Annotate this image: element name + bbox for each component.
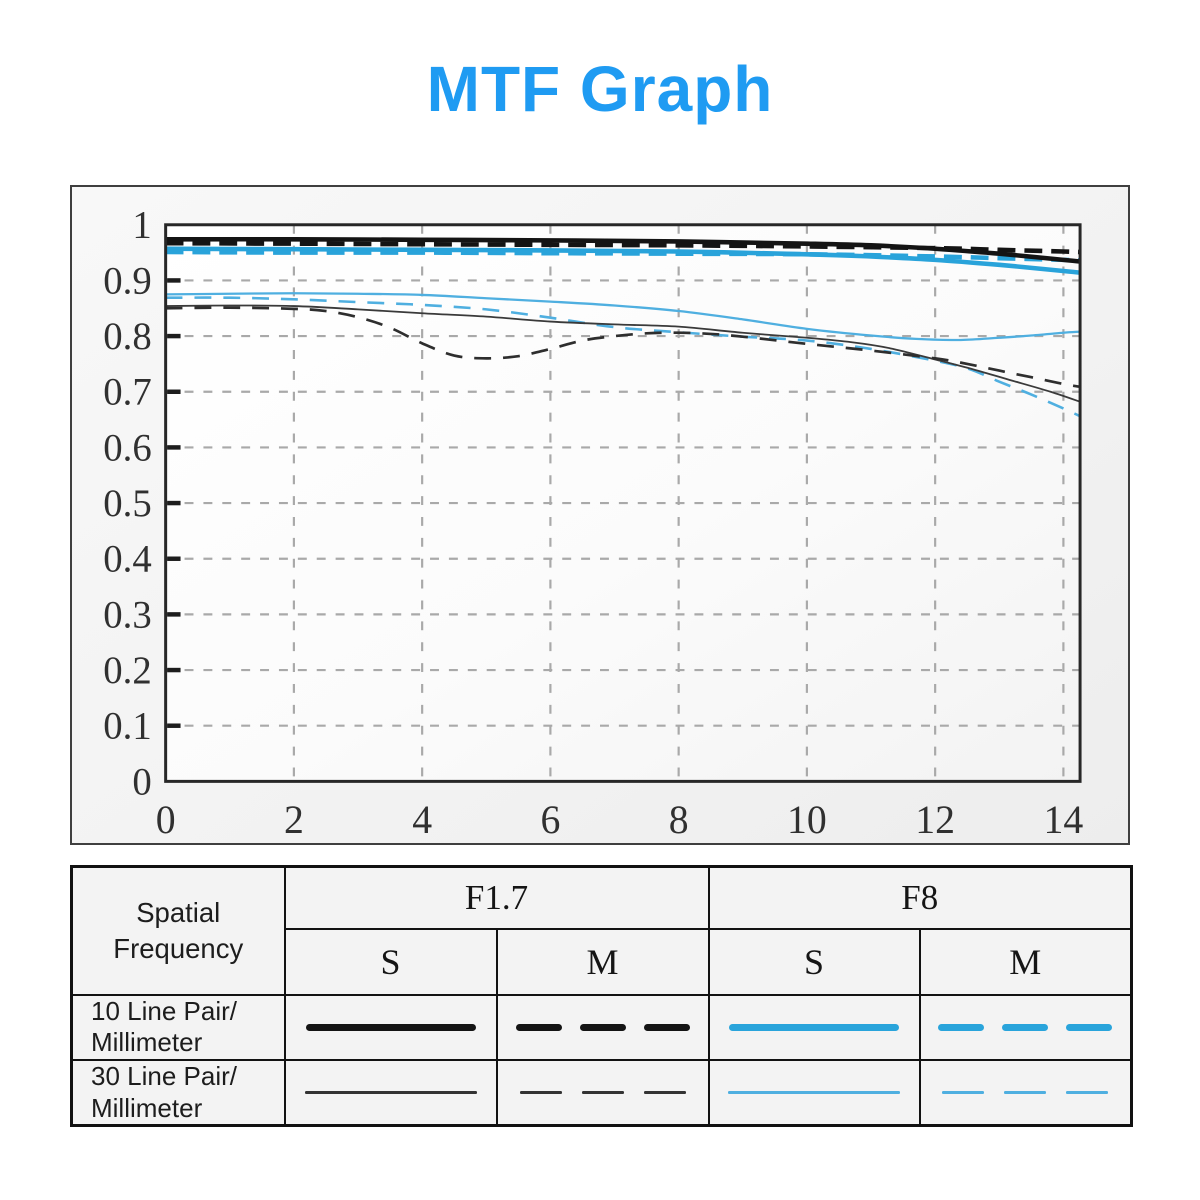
legend-corner-label: Spatial Frequency (70, 865, 286, 996)
x-tick-label: 14 (1044, 798, 1084, 842)
x-tick-label: 12 (915, 798, 955, 842)
legend-line-f8-m-10lp (921, 1023, 1131, 1031)
legend-line-f17-m-10lp (498, 1023, 708, 1031)
y-tick-label: 0.5 (103, 482, 151, 525)
legend-sub-f17-s: S (283, 927, 498, 996)
y-tick-label: 0.4 (103, 538, 151, 581)
legend-line-segment (305, 1023, 476, 1031)
legend-line-f8-s-30lp (710, 1091, 919, 1094)
y-tick-label: 0.2 (103, 649, 151, 692)
curve-f8-m-10lp (165, 249, 1081, 263)
legend-line-segment (938, 1023, 985, 1031)
legend-line-segment (942, 1091, 985, 1094)
y-tick-label: 0.1 (103, 705, 151, 748)
legend-line-segment (643, 1091, 686, 1094)
legend-table: Spatial Frequency F1.7 F8 S M S M 10 Lin… (70, 865, 1133, 1128)
legend-line-f17-s-30lp (286, 1091, 496, 1094)
mtf-chart-panel: 1 0.9 0.8 0.7 0.6 0.5 0.4 0.3 0.2 0.1 0 0 2 4 6 8 10 12 14 (70, 185, 1130, 845)
mtf-chart: 1 0.9 0.8 0.7 0.6 0.5 0.4 0.3 0.2 0.1 00 2 4 6 8 10 12 14 (103, 204, 1084, 842)
legend-line-segment (1002, 1023, 1049, 1031)
page-title: MTF Graph (426, 53, 774, 125)
x-tick-label: 10 (787, 798, 827, 842)
legend-group-f1-7: F1.7 (283, 865, 710, 930)
plot-frame (164, 223, 1082, 783)
curve-f1.7-s-30lp (165, 304, 1081, 403)
legend-line-segment (1004, 1091, 1047, 1094)
y-tick-label: 0.3 (103, 593, 151, 636)
x-tick-label: 0 (156, 798, 176, 842)
legend-line-segment (519, 1091, 562, 1094)
y-tick-label: 0.9 (103, 259, 151, 302)
legend-line-segment (579, 1023, 626, 1031)
legend-line-f17-s-10lp (286, 1023, 496, 1031)
legend-line-f8-s-10lp (710, 1023, 919, 1031)
legend-row-label-10lp: 10 Line Pair/ Millimeter (70, 993, 286, 1061)
curve-f1.7-m-10lp (165, 240, 1081, 255)
legend-group-f8: F8 (707, 865, 1133, 930)
legend-line-segment (643, 1023, 690, 1031)
legend-sub-f17-m: M (495, 927, 710, 996)
x-tick-label: 2 (284, 798, 304, 842)
legend-sub-f8-s: S (707, 927, 921, 996)
y-tick-label: 0.7 (103, 371, 151, 414)
y-tick-label: 0.6 (103, 426, 151, 469)
y-tick-label: 1 (132, 204, 151, 247)
x-tick-label: 8 (669, 798, 689, 842)
y-tick-label: 0.8 (103, 315, 151, 358)
curve-f1.7-m-30lp (165, 306, 1081, 389)
legend-row-label-30lp: 30 Line Pair/ Millimeter (70, 1058, 286, 1127)
x-tick-label: 4 (412, 798, 432, 842)
x-tick-label: 6 (540, 798, 560, 842)
legend-line-segment (1066, 1091, 1109, 1094)
y-tick-label: 0 (132, 760, 151, 803)
legend-line-f17-m-30lp (498, 1091, 708, 1094)
legend-line-f8-m-30lp (921, 1091, 1131, 1094)
legend-line-segment (581, 1091, 624, 1094)
legend-line-segment (1066, 1023, 1113, 1031)
legend-line-segment (515, 1023, 562, 1031)
legend-sub-f8-m: M (918, 927, 1133, 996)
curve-f1.7-s-10lp (165, 236, 1081, 264)
legend-line-segment (304, 1091, 477, 1094)
legend-line-segment (728, 1091, 900, 1094)
curve-f8-s-30lp (165, 292, 1081, 342)
legend-line-segment (729, 1023, 899, 1031)
